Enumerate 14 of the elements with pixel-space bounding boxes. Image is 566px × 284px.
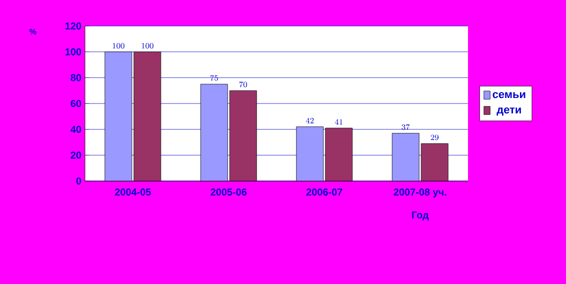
y-tick-label: 40: [70, 126, 82, 133]
x-tick-label: 2006-07: [306, 188, 342, 196]
legend-label: дети: [496, 107, 521, 116]
y-tick-label: 120: [65, 22, 82, 30]
y-tick-label: 0: [76, 177, 82, 185]
x-tick-label: 2005-06: [210, 188, 247, 196]
x-axis-title: Год: [412, 212, 429, 220]
x-tick-label: 2004-05: [114, 188, 151, 196]
y-tick-label: 100: [65, 48, 82, 56]
x-tick-label: 2007-08 уч.: [394, 188, 446, 198]
y-tick-label: 80: [70, 74, 82, 82]
y-tick-label: 20: [70, 152, 82, 159]
y-tick-label: 60: [70, 100, 82, 108]
legend-label: семьи: [492, 92, 526, 98]
